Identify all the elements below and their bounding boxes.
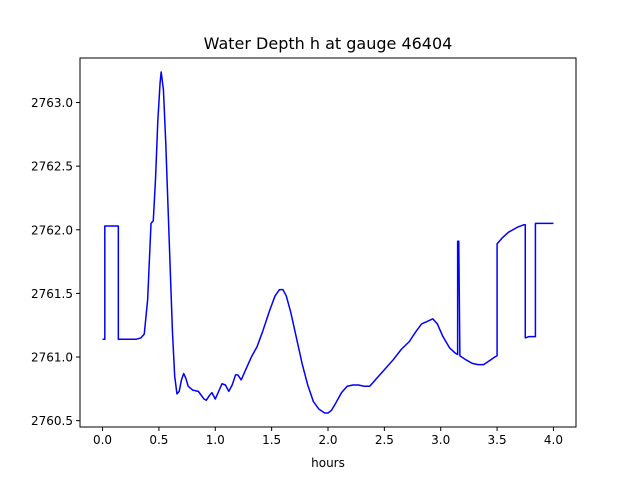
y-tick-label: 2761.0 — [31, 351, 73, 365]
y-tick-label: 2760.5 — [31, 414, 73, 428]
chart-title: Water Depth h at gauge 46404 — [204, 34, 453, 53]
y-tick-label: 2762.0 — [31, 223, 73, 237]
plot-frame — [79, 57, 577, 428]
y-tick-label: 2763.0 — [31, 96, 73, 110]
y-tick-label: 2761.5 — [31, 287, 73, 301]
x-axis-ticks: 0.0 0.5 1.0 1.5 2.0 2.5 3.0 3.5 4.0 — [93, 427, 563, 447]
x-tick-label: 3.0 — [431, 433, 450, 447]
y-tick-label: 2762.5 — [31, 160, 73, 174]
series-line-0 — [102, 71, 554, 414]
series-layer — [102, 71, 554, 414]
x-tick-label: 4.0 — [544, 433, 563, 447]
x-axis-label: hours — [311, 456, 345, 470]
y-axis-ticks: 2760.5 2761.0 2761.5 2762.0 2762.5 2763.0 — [31, 96, 80, 428]
x-tick-label: 0.0 — [93, 433, 112, 447]
x-tick-label: 1.0 — [206, 433, 225, 447]
x-tick-label: 0.5 — [149, 433, 168, 447]
x-tick-label: 3.5 — [488, 433, 507, 447]
x-tick-label: 2.5 — [375, 433, 394, 447]
x-tick-label: 1.5 — [262, 433, 281, 447]
x-tick-label: 2.0 — [318, 433, 337, 447]
